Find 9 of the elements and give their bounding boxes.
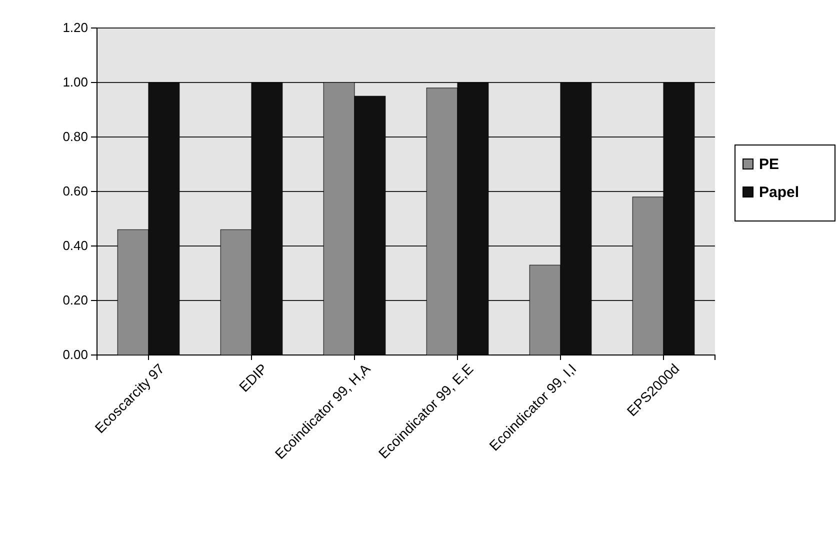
- y-tick-label: 0.80: [62, 129, 88, 144]
- y-tick-label: 1.00: [62, 74, 88, 90]
- legend-label: Papel: [759, 184, 800, 201]
- y-tick-label: 0.40: [62, 238, 88, 254]
- y-tick-label: 1.20: [62, 20, 88, 36]
- y-tick-label: 0.20: [62, 292, 88, 308]
- legend-label: PE: [759, 156, 780, 173]
- y-tick-label: 0.00: [62, 347, 88, 362]
- y-tick-label: 0.60: [62, 184, 88, 199]
